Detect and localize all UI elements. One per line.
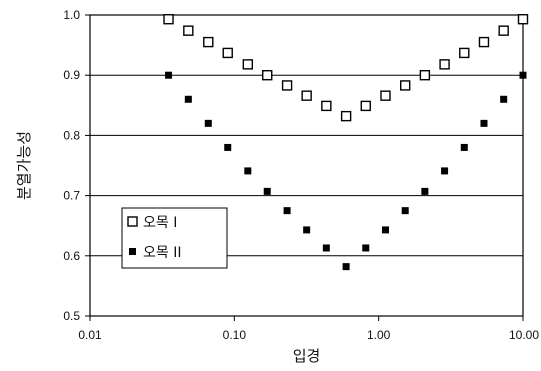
point-filled-square (244, 167, 252, 175)
grid-lines (90, 74, 523, 257)
point-open-square (340, 110, 352, 122)
y-axis-label: 분열가능성 (15, 131, 33, 200)
legend-label-series-2: 오목 II (143, 245, 181, 261)
point-open-square (517, 14, 529, 25)
point-filled-square (460, 143, 468, 151)
y-tick-label: 0.5 (63, 309, 80, 323)
y-tick-label: 1.0 (63, 8, 80, 22)
point-filled-square (224, 143, 232, 151)
x-tick-label: 10.00 (509, 328, 539, 342)
y-tick-label: 0.8 (63, 128, 80, 142)
point-open-square (242, 59, 254, 70)
point-open-square (380, 90, 391, 101)
y-tick-label: 0.9 (63, 68, 80, 82)
point-filled-square (303, 226, 311, 234)
point-filled-square (421, 187, 429, 195)
x-tick-label: 1.00 (367, 328, 391, 342)
point-open-square (400, 80, 411, 91)
legend-marker-filled-square (129, 248, 136, 255)
point-open-square (419, 69, 431, 81)
y-tick-label: 0.6 (63, 249, 80, 263)
point-filled-square (184, 95, 192, 103)
axis-ticks: 0.5 0.6 0.7 0.8 0.9 1.0 0.01 0.10 1.00 10.00 (63, 8, 539, 342)
y-tick-label: 0.7 (63, 189, 80, 203)
point-filled-square (381, 226, 389, 234)
point-open-square (222, 47, 233, 59)
x-axis-label: 입경 (293, 347, 321, 365)
point-filled-square (362, 244, 370, 252)
point-filled-square (500, 95, 508, 103)
point-filled-square (519, 71, 527, 79)
legend-label-series-1: 오목 I (143, 215, 177, 231)
point-open-square (439, 59, 450, 70)
point-open-square (183, 25, 194, 36)
point-open-square (163, 14, 174, 25)
point-open-square (459, 47, 470, 59)
point-filled-square (480, 119, 488, 127)
point-open-square (301, 90, 312, 101)
point-open-square (498, 25, 509, 36)
point-open-square (478, 36, 490, 48)
point-open-square (321, 100, 332, 112)
point-filled-square (441, 167, 449, 175)
x-tick-label: 0.01 (78, 328, 102, 342)
point-filled-square (263, 187, 271, 195)
point-filled-square (283, 207, 291, 215)
point-open-square (203, 36, 214, 48)
point-open-square (262, 69, 273, 81)
point-open-square (360, 100, 371, 112)
x-tick-label: 0.10 (223, 328, 247, 342)
point-open-square (281, 80, 293, 91)
point-filled-square (342, 263, 350, 271)
legend-marker-open-square (127, 216, 138, 227)
legend-box (121, 207, 228, 269)
point-filled-square (204, 119, 212, 127)
data-marks (163, 14, 529, 271)
plot-frame (89, 14, 524, 317)
point-filled-square (322, 244, 330, 252)
legend: 오목 I 오목 II (121, 207, 228, 269)
point-filled-square (165, 71, 173, 79)
point-filled-square (401, 207, 409, 215)
